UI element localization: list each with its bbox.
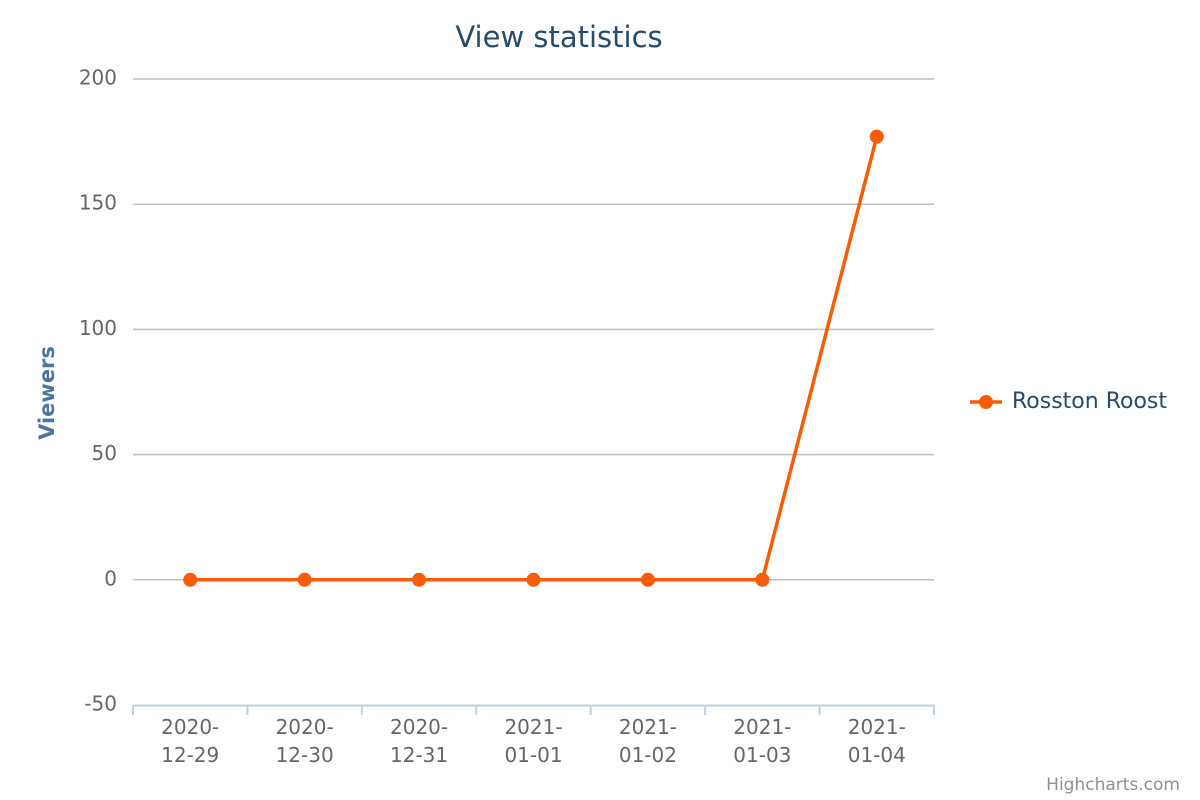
x-tick-label: 2021-01-04 — [847, 715, 906, 767]
x-tick-label: 2021-01-02 — [618, 715, 677, 767]
legend-label: Rosston Roost — [1012, 389, 1167, 414]
x-tick-label: 2020-12-31 — [390, 715, 449, 767]
y-tick-label: -50 — [84, 692, 117, 716]
x-tick-label: 2020-12-30 — [275, 715, 334, 767]
data-point — [183, 572, 198, 587]
y-tick-label: 0 — [104, 566, 117, 590]
y-axis-title: Viewers — [35, 346, 59, 440]
credits: Highcharts.com — [1046, 775, 1180, 795]
legend-marker — [979, 395, 993, 409]
y-tick-label: 50 — [92, 441, 117, 465]
data-point — [526, 572, 541, 587]
series-line — [190, 136, 879, 582]
y-tick-label: 150 — [79, 191, 117, 215]
data-point — [297, 572, 312, 587]
chart-title: View statistics — [455, 20, 662, 54]
x-tick-label: 2020-12-29 — [161, 715, 220, 767]
x-tick-label: 2021-01-01 — [504, 715, 563, 767]
data-point — [412, 572, 427, 587]
data-point — [640, 572, 655, 587]
x-tick-label: 2021-01-03 — [733, 715, 792, 767]
data-point — [755, 572, 770, 587]
y-tick-label: 200 — [79, 66, 117, 90]
data-point — [869, 129, 884, 144]
y-tick-label: 100 — [79, 316, 117, 340]
